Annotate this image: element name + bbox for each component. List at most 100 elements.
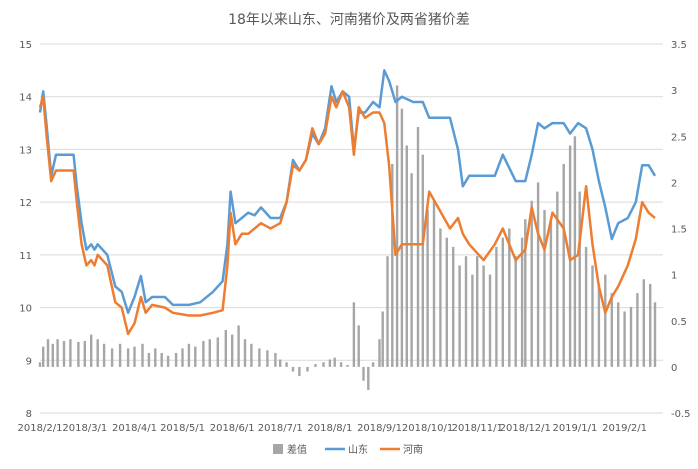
x-tick-label: 2018/6/1 xyxy=(210,423,255,434)
diff-bar xyxy=(51,343,54,367)
diff-bar xyxy=(194,346,197,367)
diff-bar xyxy=(514,256,517,367)
diff-bar xyxy=(584,246,588,367)
diff-bar xyxy=(314,364,317,367)
diff-bar xyxy=(258,348,261,367)
diff-bar xyxy=(573,136,577,367)
legend-label-henan: 河南 xyxy=(403,443,423,456)
y-left-tick-label: 13 xyxy=(19,145,32,156)
diff-bar xyxy=(432,200,436,367)
legend: 差值 山东 河南 xyxy=(273,443,423,456)
diff-bar xyxy=(346,365,349,367)
x-tick-label: 2018/9/1 xyxy=(357,423,402,434)
y-left-tick-label: 15 xyxy=(19,40,32,51)
y-right-tick-label: 3.5 xyxy=(671,40,687,51)
x-tick-label: 2018/2/1 xyxy=(18,423,63,434)
diff-bar xyxy=(243,339,247,367)
diff-bar xyxy=(224,330,227,367)
legend-label-shandong: 山东 xyxy=(348,443,368,456)
diff-bar xyxy=(400,108,404,367)
diff-bar xyxy=(562,163,565,367)
diff-bar xyxy=(536,182,540,367)
diff-bar xyxy=(328,359,332,367)
y-right-tick-label: 2.5 xyxy=(671,132,687,143)
x-tick-label: 2018/12/1 xyxy=(500,423,551,434)
diff-bar xyxy=(266,350,269,367)
diff-bar xyxy=(610,293,613,367)
diff-bar xyxy=(298,366,301,377)
diff-bar xyxy=(543,210,546,367)
y-left-tick-label: 11 xyxy=(19,251,32,262)
diff-bar xyxy=(623,311,626,367)
diff-bar xyxy=(352,302,356,367)
diff-bar xyxy=(147,353,151,367)
x-tick-label: 2018/3/1 xyxy=(62,423,107,434)
diff-bar xyxy=(133,346,136,367)
diff-bar xyxy=(362,366,365,381)
left-axis-ticks: 8 9 10 11 12 13 14 15 xyxy=(19,40,32,420)
diff-bar xyxy=(482,265,485,367)
diff-bar xyxy=(464,256,468,367)
diff-bar xyxy=(274,353,277,367)
x-tick-label: 2018/11/1 xyxy=(452,423,503,434)
x-axis-ticks: 2018/2/1 2018/3/1 2018/4/1 2018/5/1 2018/6/1… xyxy=(18,423,647,434)
diff-bar xyxy=(476,256,479,367)
diff-bar xyxy=(181,348,184,367)
diff-bar xyxy=(386,256,389,367)
diff-bar xyxy=(636,293,639,367)
diff-bar xyxy=(285,362,288,367)
diff-bar xyxy=(322,362,325,367)
y-right-tick-label: 3 xyxy=(671,86,677,97)
y-right-tick-label: 0.5 xyxy=(671,317,687,328)
y-left-tick-label: 8 xyxy=(26,409,32,420)
x-tick-label: 2018/10/1 xyxy=(402,423,453,434)
chart-title: 18年以来山东、河南猪价及两省猪价差 xyxy=(228,12,470,28)
x-tick-label: 2018/8/1 xyxy=(307,423,352,434)
diff-bar xyxy=(439,228,442,367)
y-left-tick-label: 10 xyxy=(19,304,32,315)
diff-bar xyxy=(339,362,343,367)
diff-bar xyxy=(524,219,527,367)
diff-bar xyxy=(231,334,234,367)
diff-bar xyxy=(604,274,607,367)
diff-bar xyxy=(110,348,114,367)
diff-bar xyxy=(96,339,99,367)
diff-bar xyxy=(495,246,498,367)
diff-bar xyxy=(421,154,424,367)
diff-bar xyxy=(597,283,601,367)
y-right-tick-label: 0 xyxy=(671,363,677,374)
diff-bar xyxy=(591,265,594,367)
diff-bar xyxy=(216,337,219,367)
diff-bar xyxy=(416,127,420,367)
diff-bar xyxy=(629,306,633,367)
henan-line xyxy=(38,90,656,336)
diff-bar xyxy=(250,343,253,367)
diff-bar xyxy=(141,343,144,367)
series-lines xyxy=(38,69,657,336)
y-left-tick-label: 9 xyxy=(26,356,32,367)
diff-bar xyxy=(501,237,504,367)
diff-bar xyxy=(653,302,657,367)
y-left-tick-label: 14 xyxy=(19,93,32,104)
diff-bar xyxy=(617,302,620,367)
y-right-tick-label: 2 xyxy=(671,178,677,189)
diff-bar xyxy=(46,339,50,367)
diff-bar xyxy=(56,339,59,367)
diff-bar xyxy=(452,246,455,367)
diff-bar xyxy=(426,210,429,367)
diff-bars xyxy=(38,85,657,390)
diff-bar xyxy=(333,357,336,367)
diff-bar xyxy=(488,274,492,367)
diff-bar xyxy=(395,85,399,367)
y-left-tick-label: 12 xyxy=(19,198,32,209)
diff-bar xyxy=(208,339,211,367)
diff-bar xyxy=(405,145,408,367)
diff-bar xyxy=(471,274,474,367)
x-tick-label: 2018/4/1 xyxy=(112,423,157,434)
x-tick-label: 2019/2/1 xyxy=(602,423,647,434)
diff-bar xyxy=(445,237,448,367)
diff-bar xyxy=(166,355,170,367)
diff-bar xyxy=(649,283,652,367)
diff-bar xyxy=(367,366,370,390)
